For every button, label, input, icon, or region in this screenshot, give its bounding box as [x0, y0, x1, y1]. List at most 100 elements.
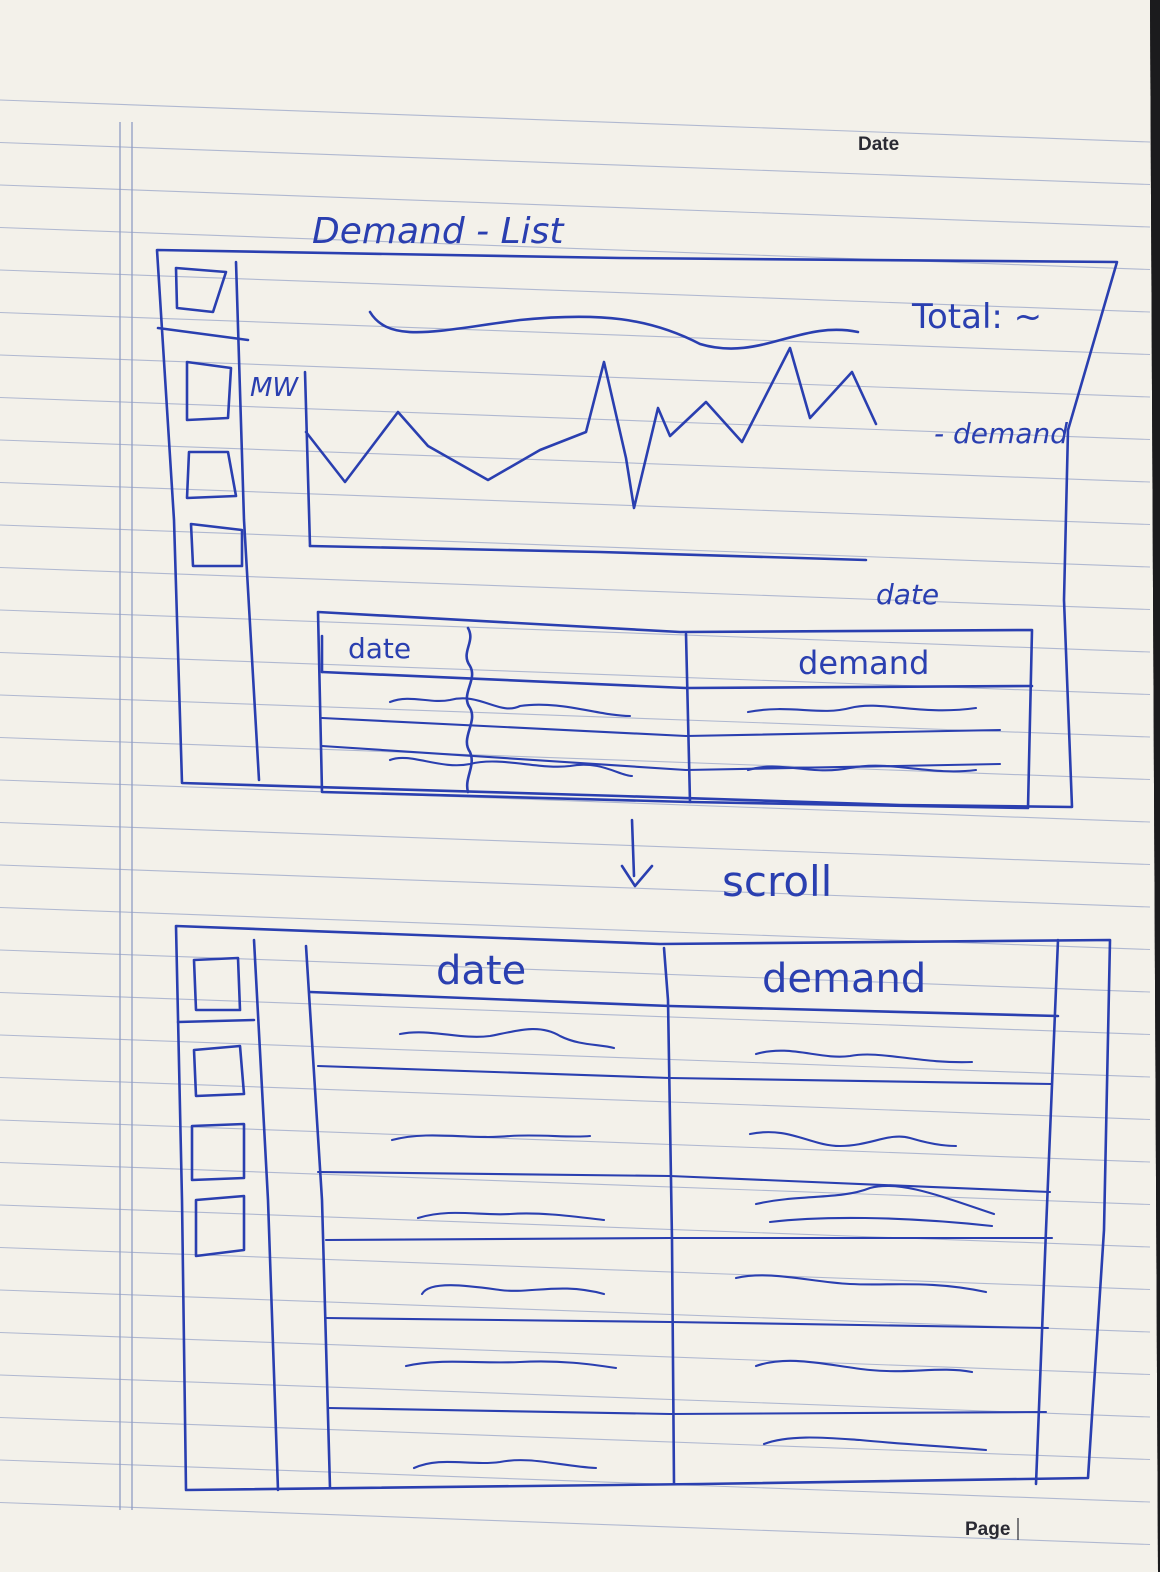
screen-2-table-column-divider — [662, 946, 676, 1486]
ruled-line — [0, 1289, 1151, 1333]
date-scribble — [420, 1284, 606, 1296]
screen-1-total-label: Total: ~ — [911, 297, 1042, 337]
screen-1-table-header-rule — [320, 670, 1034, 690]
screen-1-table-header-demand: demand — [798, 644, 929, 682]
ruled-line — [0, 779, 1151, 823]
screen-1-frame — [155, 248, 1119, 809]
screen-1-demand-line — [304, 346, 878, 510]
ruled-line — [0, 439, 1151, 483]
date-scribble — [416, 1211, 606, 1222]
ruled-line — [0, 736, 1151, 781]
date-scribble — [388, 756, 634, 778]
screen-2-content-divider — [304, 944, 332, 1490]
demand-scribble — [754, 1049, 974, 1064]
date-scribble — [390, 1134, 592, 1142]
screen-1-nav-icon-2[interactable] — [185, 450, 238, 500]
ruled-line — [0, 1416, 1151, 1461]
ruled-line — [0, 99, 1151, 143]
screen-2-logo-icon[interactable] — [192, 956, 242, 1012]
screen-1-table-row — [320, 697, 1002, 738]
row-rule — [316, 1064, 1054, 1086]
row-rule — [316, 1170, 1052, 1194]
screen-1-nav-icon-3[interactable] — [189, 522, 244, 568]
row-rule-extra — [768, 1216, 994, 1228]
ruled-line — [0, 991, 1151, 1036]
ruled-line — [0, 1374, 1151, 1418]
ruled-line — [0, 226, 1151, 271]
row-rule — [324, 1316, 1050, 1330]
scroll-arrow-icon — [620, 818, 654, 888]
page-field-label: Page — [965, 1519, 1010, 1540]
screen-2-table-row — [316, 1131, 1052, 1194]
demand-scribble — [754, 1184, 996, 1216]
screen-1-nav-icon-1[interactable] — [185, 360, 233, 422]
ruled-line — [0, 1331, 1151, 1376]
demand-scribble — [748, 1131, 958, 1148]
demand-scribble — [762, 1436, 988, 1452]
screen-2-sidebar-divider — [252, 938, 280, 1492]
screen-2-nav-icon-2[interactable] — [190, 1122, 246, 1182]
screen-1-table-header-date: date — [348, 632, 411, 665]
screen-2-table-row — [324, 1184, 1054, 1242]
screen-2-nav-icon-3[interactable] — [194, 1194, 246, 1258]
sketch-title: Demand - List — [312, 211, 565, 252]
screen-1-legend-label: - demand — [934, 417, 1068, 450]
screen-2-table-header-demand: demand — [762, 956, 926, 1002]
ruled-line — [0, 566, 1151, 611]
screen-2-table-row — [324, 1274, 1050, 1330]
ruled-line — [0, 184, 1151, 228]
date-scribble — [388, 697, 632, 718]
screen-1-table-row — [320, 744, 1002, 778]
ruled-line — [0, 1204, 1151, 1248]
screen-1-wireframe: Total: ~ MW date - demand date demand — [155, 248, 1119, 810]
screen-2-wireframe: date demand — [174, 924, 1112, 1492]
ruled-line — [0, 1501, 1151, 1546]
ruled-line — [0, 396, 1151, 441]
screen-1-sidebar-header-line — [156, 326, 250, 342]
ruled-line — [0, 1246, 1151, 1291]
date-scribble — [404, 1360, 618, 1370]
demand-scribble — [746, 704, 978, 714]
screen-1-overview-scribble — [368, 310, 860, 350]
demand-scribble — [746, 764, 978, 773]
screen-2-table-row — [326, 1359, 1048, 1416]
ruled-line — [0, 311, 1151, 356]
date-field-label: Date — [858, 134, 899, 155]
ruled-line — [0, 949, 1151, 993]
ruled-line — [0, 269, 1151, 313]
screen-1-y-axis-label: MW — [250, 373, 299, 403]
ruled-line — [0, 1076, 1151, 1121]
ruled-line — [0, 609, 1151, 653]
screen-1-x-axis-label: date — [876, 578, 939, 611]
screen-1-y-axis — [303, 370, 312, 548]
ruled-line — [0, 481, 1151, 526]
screen-2-scrollbar-track[interactable] — [1034, 938, 1060, 1486]
ruled-line — [0, 821, 1151, 866]
ruled-line — [0, 1459, 1151, 1503]
screen-2-sidebar-header-line — [176, 1018, 256, 1024]
screen-2-table-header-rule — [308, 990, 1060, 1018]
row-rule — [326, 1406, 1048, 1416]
scroll-annotation: scroll — [620, 818, 832, 906]
screen-1-logo-icon[interactable] — [174, 266, 228, 314]
screen-2-nav-icon-1[interactable] — [192, 1044, 246, 1098]
ruled-line — [0, 1034, 1151, 1078]
screen-2-table-row — [316, 1028, 1054, 1086]
date-scribble — [412, 1459, 598, 1470]
demand-scribble — [754, 1359, 974, 1374]
row-rule — [320, 716, 1002, 738]
paper-shadow-edge — [1150, 0, 1160, 1572]
scroll-label: scroll — [722, 857, 832, 906]
screen-2-table-header-date: date — [436, 948, 526, 994]
date-scribble — [398, 1028, 616, 1050]
demand-scribble — [734, 1274, 988, 1294]
screen-1-x-axis — [308, 544, 868, 562]
screen-1-table-frame — [316, 610, 1034, 810]
screen-2-frame — [174, 924, 1112, 1492]
ruled-line — [0, 864, 1151, 908]
screen-1-sidebar-divider — [234, 260, 261, 782]
screen-1-table-column-divider — [684, 632, 692, 804]
ruled-line — [0, 141, 1151, 186]
